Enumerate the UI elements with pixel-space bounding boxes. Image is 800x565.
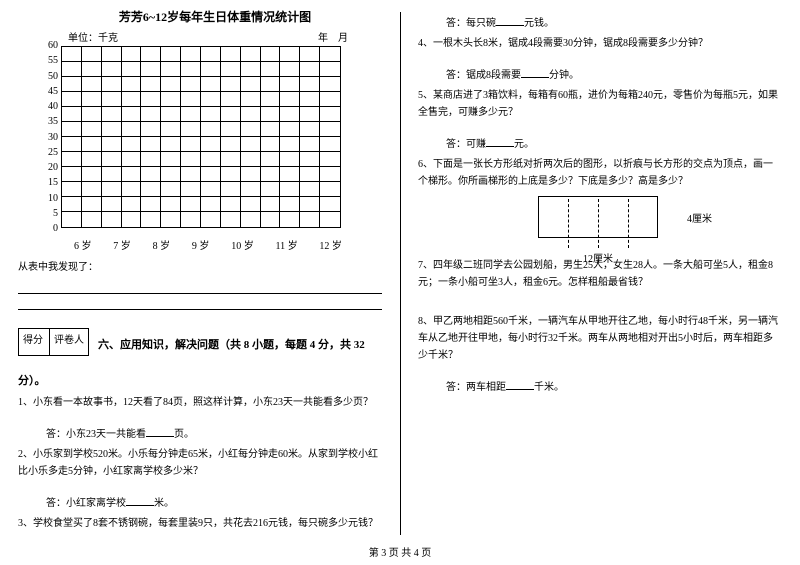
answer-suffix: 页。	[174, 429, 194, 440]
y-tick: 60	[48, 40, 58, 52]
answer-prefix: 答：可赚	[446, 139, 486, 150]
diagram-width-label: 12厘米	[538, 250, 658, 265]
y-axis: 605550454035302520151050	[48, 40, 61, 235]
fold-diagram: 12厘米 4厘米	[538, 196, 678, 251]
answer-blank	[506, 379, 534, 390]
answer-blank	[146, 426, 174, 437]
question-6: 6、下面是一张长方形纸对折两次后的图形，以折痕与长方形的交点为顶点，画一个梯形。…	[418, 156, 782, 190]
blank-line	[18, 280, 382, 294]
y-tick: 45	[48, 86, 58, 98]
answer-8: 答：两车相距 千米。	[446, 378, 782, 393]
x-tick: 11 岁	[275, 237, 297, 252]
x-tick: 7 岁	[113, 237, 131, 252]
left-column: 芳芳6~12岁每年生日体重情况统计图 单位：千克 年 月 60555045403…	[0, 0, 400, 540]
y-tick: 50	[48, 71, 58, 83]
fold-line	[628, 199, 629, 248]
question-3: 3、学校食堂买了8套不锈钢碗，每套里装9只，共花去216元钱，每只碗多少元钱？	[18, 515, 382, 532]
y-tick: 20	[48, 162, 58, 174]
y-tick: 30	[48, 132, 58, 144]
score-cell: 得分	[18, 328, 50, 356]
blank-line	[18, 296, 382, 310]
fold-line	[598, 199, 599, 248]
answer-prefix: 答：锯成8段需要	[446, 70, 521, 81]
page-footer: 第 3 页 共 4 页	[0, 544, 800, 559]
question-4: 4、一根木头长8米，锯成4段需要30分钟，锯成8段需要多少分钟？	[418, 35, 782, 52]
section-title-tail: 分）。	[18, 375, 46, 387]
y-tick: 0	[53, 223, 58, 235]
answer-prefix: 答：两车相距	[446, 382, 506, 393]
answer-prefix: 答：小东23天一共能看	[46, 429, 146, 440]
y-tick: 55	[48, 55, 58, 67]
answer-3: 答：每只碗 元钱。	[446, 14, 782, 29]
question-1: 1、小东看一本故事书，12天看了84页，照这样计算，小东23天一共能看多少页？	[18, 394, 382, 411]
y-tick: 40	[48, 101, 58, 113]
grader-cell: 评卷人	[50, 328, 89, 356]
answer-suffix: 分钟。	[549, 70, 579, 81]
x-tick: 8 岁	[153, 237, 171, 252]
answer-2: 答：小红家离学校 米。	[46, 494, 382, 509]
answer-4: 答：锯成8段需要 分钟。	[446, 66, 782, 81]
y-tick: 15	[48, 177, 58, 189]
y-tick: 5	[53, 208, 58, 220]
section-title: 六、应用知识，解决问题（共 8 小题，每题 4 分，共 32	[98, 339, 365, 351]
chart-grid	[61, 46, 341, 228]
answer-suffix: 元。	[514, 139, 534, 150]
answer-1: 答：小东23天一共能看 页。	[46, 425, 382, 440]
y-tick: 10	[48, 193, 58, 205]
answer-5: 答：可赚 元。	[446, 135, 782, 150]
x-tick: 9 岁	[192, 237, 210, 252]
answer-blank	[496, 15, 524, 26]
x-tick: 10 岁	[231, 237, 254, 252]
answer-suffix: 千米。	[534, 382, 564, 393]
fold-line	[568, 199, 569, 248]
y-tick: 25	[48, 147, 58, 159]
chart-date: 年 月	[318, 29, 348, 44]
question-8: 8、甲乙两地相距560千米，一辆汽车从甲地开往乙地，每小时行48千米，另一辆汽车…	[418, 313, 782, 364]
question-5: 5、某商店进了3箱饮料，每箱有60瓶，进价为每箱240元，零售价为每瓶5元，如果…	[418, 87, 782, 121]
answer-suffix: 米。	[154, 498, 174, 509]
answer-suffix: 元钱。	[524, 18, 554, 29]
chart-area: 单位：千克 年 月 605550454035302520151050 6 岁7 …	[48, 29, 382, 252]
chart-title: 芳芳6~12岁每年生日体重情况统计图	[48, 8, 382, 25]
chart-unit: 单位：千克	[68, 29, 118, 44]
x-tick: 12 岁	[319, 237, 342, 252]
y-tick: 35	[48, 116, 58, 128]
question-2: 2、小乐家到学校520米。小乐每分钟走65米，小红每分钟走60米。从家到学校小红…	[18, 446, 382, 480]
x-axis: 6 岁 7 岁 8 岁 9 岁 10 岁 11 岁 12 岁	[66, 235, 350, 252]
discover-label: 从表中我发现了：	[18, 260, 382, 276]
answer-prefix: 答：小红家离学校	[46, 498, 126, 509]
x-tick: 6 岁	[74, 237, 92, 252]
right-column: 答：每只碗 元钱。 4、一根木头长8米，锯成4段需要30分钟，锯成8段需要多少分钟…	[400, 0, 800, 540]
answer-blank	[521, 67, 549, 78]
diagram-height-label: 4厘米	[687, 210, 712, 225]
answer-blank	[486, 136, 514, 147]
answer-prefix: 答：每只碗	[446, 18, 496, 29]
answer-blank	[126, 495, 154, 506]
